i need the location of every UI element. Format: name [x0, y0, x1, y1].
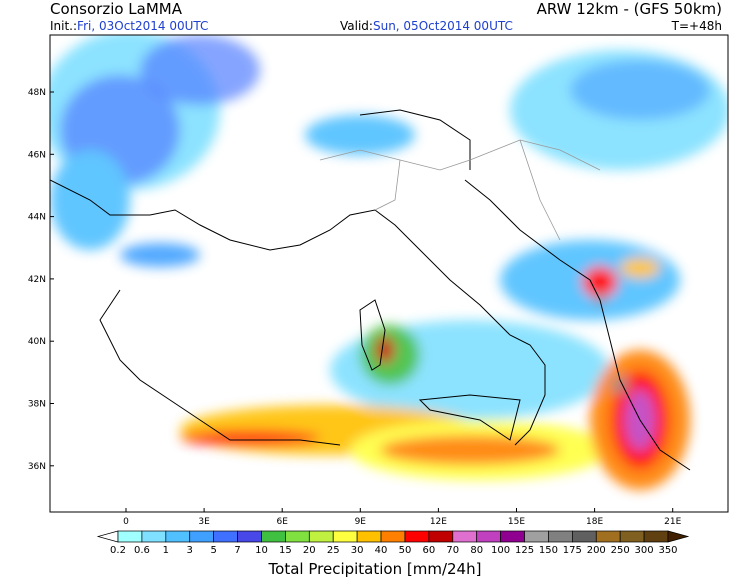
colorbar: 0.2 0.6 1 3 5 7 10 15 20 25 30 40 50 60 70 80 100 125 150 1…: [96, 530, 690, 556]
colorbar-end-high: [667, 530, 690, 543]
colorbar-label: 60: [423, 545, 436, 556]
right-title: ARW 12km - (GFS 50km): [537, 0, 722, 18]
colorbar-label: 125: [515, 545, 534, 556]
lon-label: 12E: [430, 517, 447, 527]
colorbar-label: 3: [187, 545, 193, 556]
colorbar-label: 25: [327, 545, 340, 556]
colorbar-label: 70: [446, 545, 459, 556]
colorbar-box: [117, 530, 143, 543]
colorbar-box: [308, 530, 334, 543]
borders: [319, 139, 601, 241]
colorbar-label: 30: [351, 545, 364, 556]
colorbar-label: 5: [210, 545, 216, 556]
colorbar-label: 175: [563, 545, 582, 556]
lat-label: 44N: [28, 213, 46, 223]
colorbar-box: [285, 530, 310, 543]
colorbar-end-low: [96, 530, 119, 543]
lon-label: 21E: [664, 517, 681, 527]
colorbar-box: [643, 530, 669, 543]
map-frame: [49, 34, 729, 513]
colorbar-label: 1: [163, 545, 169, 556]
lon-label: 6E: [276, 517, 288, 527]
lon-label: 15E: [508, 517, 525, 527]
colorbar-box: [404, 530, 430, 543]
lon-label: 0: [123, 517, 129, 527]
lat-label: 48N: [28, 88, 46, 98]
left-title: Consorzio LaMMA: [50, 0, 183, 18]
colorbar-label: 0.2: [110, 545, 126, 556]
colorbar-box: [332, 530, 358, 543]
colorbar-box: [524, 530, 549, 543]
init-label: Init.:Fri, 03Oct2014 00UTC: [50, 19, 208, 33]
lat-label: 42N: [28, 275, 46, 285]
colorbar-box: [356, 530, 382, 543]
colorbar-label: 250: [611, 545, 630, 556]
colorbar-label: 0.6: [134, 545, 150, 556]
precipitation-field: [50, 35, 728, 490]
colorbar-box: [619, 530, 645, 543]
colorbar-box: [548, 530, 573, 543]
colorbar-label: 50: [399, 545, 412, 556]
lon-label: 9E: [355, 517, 367, 527]
graticule-labels: 48N 46N 44N 42N 40N 38N 36N 0 3E 6E 9E 12E 15E 18E 21E: [28, 88, 682, 527]
forecast-step: T=+48h: [671, 19, 722, 33]
colorbar-label: 7: [234, 545, 240, 556]
colorbar-box: [428, 530, 454, 543]
colorbar-box: [500, 530, 525, 543]
coastlines: [50, 109, 691, 471]
colorbar-label: 350: [658, 545, 677, 556]
colorbar-box: [237, 530, 262, 543]
colorbar-label: 300: [635, 545, 654, 556]
colorbar-label: 150: [539, 545, 558, 556]
colorbar-box: [452, 530, 478, 543]
colorbar-box: [213, 530, 238, 543]
colorbar-box: [261, 530, 286, 543]
colorbar-box: [165, 530, 191, 543]
colorbar-box: [571, 530, 597, 543]
lon-label: 3E: [198, 517, 210, 527]
lat-label: 38N: [28, 400, 46, 410]
colorbar-label: 200: [587, 545, 606, 556]
colorbar-label: 80: [470, 545, 483, 556]
colorbar-box: [595, 530, 621, 543]
colorbar-box: [380, 530, 406, 543]
colorbar-label: 100: [491, 545, 510, 556]
lon-label: 18E: [586, 517, 603, 527]
lat-label: 36N: [28, 462, 46, 472]
lat-label: 40N: [28, 337, 46, 347]
colorbar-label: 15: [279, 545, 292, 556]
colorbar-box: [141, 530, 167, 543]
colorbar-label: 20: [303, 545, 316, 556]
map-area: [50, 35, 728, 512]
colorbar-box: [476, 530, 501, 543]
colorbar-box: [189, 530, 215, 543]
valid-label: Valid:Sun, 05Oct2014 00UTC: [340, 19, 513, 33]
lat-label: 46N: [28, 150, 46, 160]
colorbar-title: Total Precipitation [mm/24h]: [268, 560, 482, 578]
colorbar-label: 10: [255, 545, 268, 556]
colorbar-label: 40: [375, 545, 388, 556]
